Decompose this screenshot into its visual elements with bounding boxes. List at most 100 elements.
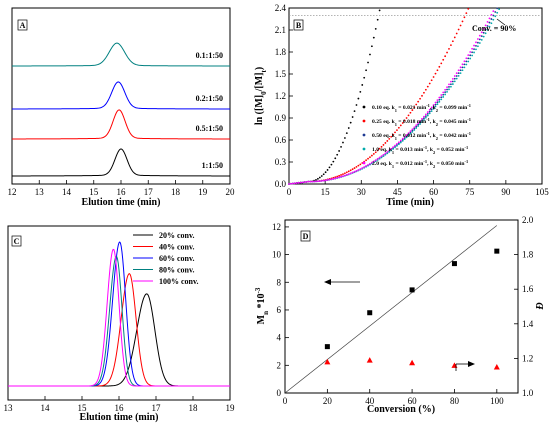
panel-b-point: [484, 28, 487, 31]
panel-d-mn-point: [451, 261, 457, 267]
panel-c-tag: C: [14, 237, 20, 246]
panel-b-point: [463, 66, 466, 69]
panel-b-point: [309, 180, 312, 183]
panel-b-point: [465, 63, 468, 66]
panel-b-point: [340, 174, 342, 176]
panel-d-y2-tick-label: 2.0: [522, 215, 534, 225]
panel-b-point: [415, 103, 418, 106]
panel-b-point: [442, 93, 445, 96]
panel-b-point: [419, 123, 421, 125]
panel-b-point: [496, 11, 499, 14]
panel-b-point: [423, 91, 425, 94]
panel-b-point: [324, 179, 327, 182]
panel-b-point: [484, 32, 487, 35]
panel-b-point: [299, 181, 302, 184]
panel-b-point: [488, 21, 491, 24]
panel-b-point: [344, 174, 346, 177]
panel-d-y-tick-label: 6: [277, 305, 282, 315]
panel-b-point: [318, 176, 321, 179]
panel-d-tag-box: [300, 230, 311, 242]
panel-b-point: [426, 85, 429, 88]
panel-b-x-tick-label: 30: [357, 187, 367, 197]
panel-a-tag: A: [20, 21, 26, 30]
panel-b-point: [318, 180, 321, 182]
panel-d-x-tick-label: 0: [283, 396, 288, 406]
panel-b-point: [453, 75, 456, 77]
panel-b-point: [386, 140, 389, 142]
panel-d-x-tick-label: 60: [408, 396, 418, 406]
panel-b-y-tick-label: 2.1: [275, 25, 286, 35]
panel-b-point: [355, 169, 358, 172]
panel-b-point: [471, 47, 474, 50]
panel-b-point: [477, 38, 479, 40]
panel-b-point: [461, 63, 464, 66]
panel-b-point: [411, 109, 414, 111]
panel-b-point: [290, 182, 292, 185]
panel-d-y-tick-label: 4: [277, 333, 282, 343]
panel-b-point: [453, 36, 456, 39]
panel-b-point: [328, 166, 331, 169]
panel-b-point: [438, 65, 441, 68]
panel-a-x-tick-label: 12: [8, 187, 17, 197]
panel-b-point: [459, 66, 462, 69]
panel-b-point: [421, 121, 423, 123]
panel-b-x-tick-label: 0: [287, 187, 292, 197]
panel-b-point: [374, 151, 377, 154]
panel-d-y-tick-label: 0: [277, 388, 282, 398]
panel-b-point: [480, 38, 483, 41]
panel-b-y-tick-label: 0.3: [275, 157, 287, 167]
panel-b-point: [409, 132, 412, 135]
panel-b-point: [417, 123, 420, 126]
panel-b-ticks: 0 15 30 45 60 75 90 105 0.0 0.3 0.6 0.9 1.2 1.5 1.8 2.1…: [275, 3, 550, 197]
panel-b-legend-marker: [362, 105, 366, 109]
panel-b-y-tick-label: 1.8: [275, 47, 287, 57]
panel-b-point: [336, 153, 339, 156]
panel-b-point: [372, 153, 375, 155]
panel-b-point: [463, 60, 466, 63]
panel-b-point: [440, 62, 443, 65]
panel-c-legend: 20% conv. 40% conv. 60% conv. 80% conv. 100%…: [133, 231, 199, 286]
panel-b-frame: [288, 7, 543, 185]
panel-b-point: [434, 101, 437, 104]
panel-b-point: [347, 170, 350, 173]
panel-b-point: [359, 168, 362, 170]
panel-b-point: [399, 141, 402, 144]
panel-b-point: [378, 156, 381, 159]
panel-b-point: [421, 94, 423, 97]
panel-b-point: [446, 88, 448, 91]
panel-b-point: [399, 124, 402, 127]
panel-b-point: [372, 160, 375, 163]
panel-b-point: [442, 91, 445, 94]
panel-b-point: [490, 13, 493, 16]
panel-b-x-tick-label: 105: [535, 187, 549, 197]
panel-b-point: [486, 21, 489, 23]
panel-b-point: [475, 45, 477, 47]
panel-b-x-tick-label: 75: [465, 187, 475, 197]
panel-b-y-tick-label: 0.6: [275, 135, 287, 145]
panel-b-point: [363, 76, 366, 79]
panel-b-point: [413, 126, 416, 129]
panel-b-legend: 0.10 eq. k1 = 0.021 min-1, k2 = 0.099 mi…: [362, 103, 471, 169]
panel-b-point: [322, 179, 325, 182]
panel-b-point: [390, 149, 393, 152]
panel-b-point: [461, 69, 464, 72]
panel-b-point: [457, 75, 460, 77]
panel-b-point: [494, 15, 497, 18]
panel-b-point: [403, 119, 406, 122]
panel-b-point: [494, 11, 497, 13]
panel-b-point: [473, 48, 475, 50]
panel-b-point: [376, 149, 379, 152]
panel-b-point: [344, 137, 346, 139]
panel-b-point: [436, 103, 439, 106]
panel-b-x-tick-label: 45: [393, 187, 403, 197]
panel-b-point: [295, 182, 298, 184]
panel-b-point: [345, 132, 348, 135]
panel-b-point: [376, 18, 379, 21]
panel-b-point: [478, 42, 481, 44]
panel-b-point: [428, 82, 431, 85]
panel-b-point: [351, 168, 354, 171]
panel-b-point: [365, 159, 367, 162]
panel-d-mn-point: [409, 287, 415, 293]
panel-b-point: [392, 146, 394, 149]
panel-c-x-tick-label: 14: [41, 403, 51, 413]
